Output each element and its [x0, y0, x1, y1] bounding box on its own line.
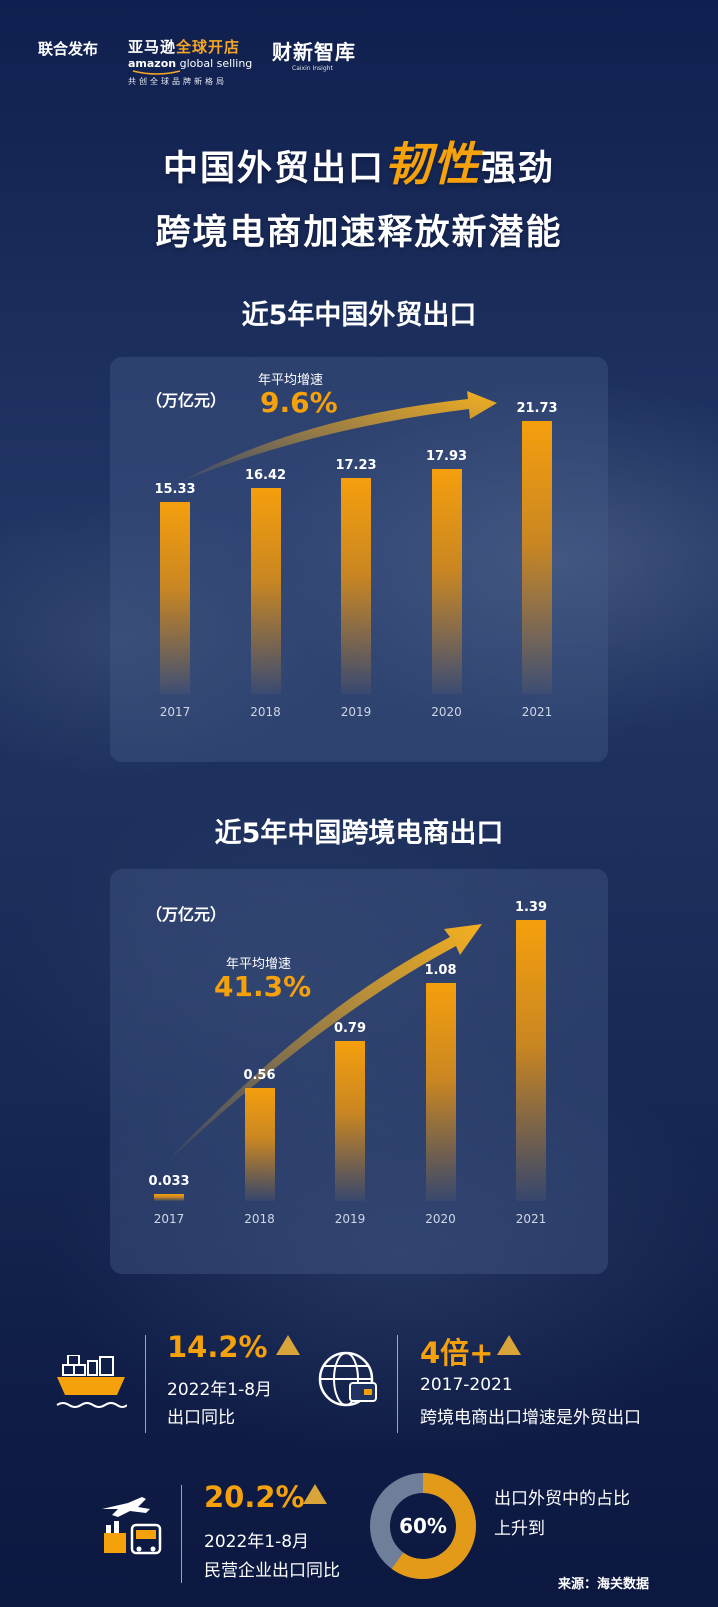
chart1-growth-arrow-icon: [180, 391, 497, 482]
value-label-2018: 0.56: [243, 1067, 276, 1083]
value-label-2021: 21.73: [516, 401, 558, 417]
year-label-2017: 2017: [159, 705, 191, 719]
year-label-2019: 2019: [334, 1212, 366, 1226]
value-label-2020: 1.08: [424, 962, 457, 978]
section2-title: 近5年中国跨境电商出口: [214, 818, 504, 849]
chart2-unit: （万亿元）: [146, 905, 227, 924]
chart1-growth-value: 9.6%: [260, 386, 338, 419]
stat3-value: 20.2%: [204, 1480, 305, 1514]
donut-percent-label: 60%: [399, 1514, 447, 1538]
value-label-2017: 15.33: [154, 481, 196, 497]
year-label-2017: 2017: [153, 1212, 185, 1226]
chart2-panel: （万亿元） 年平均增速 41.3% 0.033 2017 0.56 2018 0.79 2…: [110, 869, 608, 1274]
donut-share-arc: [370, 1473, 476, 1579]
caixin-logo-en: Caixin Insight: [292, 65, 333, 72]
value-label-2019: 17.23: [335, 457, 377, 473]
stat2-line1: 2017-2021: [420, 1375, 513, 1395]
year-label-2018: 2018: [244, 1212, 275, 1226]
value-label-2019: 0.79: [333, 1021, 367, 1037]
stat4-line2: 上升到: [494, 1519, 545, 1539]
share-donut-chart: 60%: [370, 1473, 476, 1579]
year-label-2018: 2018: [250, 705, 281, 719]
stat2-divider: [397, 1335, 398, 1433]
amazon-smile-icon: [132, 70, 181, 75]
year-label-2020: 2020: [431, 705, 462, 719]
chart2-growth-label: 年平均增速: [226, 957, 292, 972]
year-label-2020: 2020: [425, 1212, 456, 1226]
year-label-2021: 2021: [521, 705, 553, 719]
stat1-line2: 出口同比: [167, 1408, 235, 1428]
stat2-line2: 跨境电商出口增速是外贸出口: [420, 1408, 641, 1428]
logistics-icon: [98, 1495, 166, 1563]
value-label-2020: 17.93: [425, 448, 468, 464]
stat3-line2: 民营企业出口同比: [204, 1561, 340, 1581]
chart1-growth-label: 年平均增速: [258, 373, 324, 388]
stat1-line1: 2022年1-8月: [167, 1380, 273, 1400]
value-label-2021: 1.39: [514, 900, 548, 916]
caixin-logo: 财新智库 Caixin Insight: [272, 36, 356, 72]
stat4-line1: 出口外贸中的占比: [494, 1489, 630, 1509]
stat3-divider: [181, 1485, 182, 1583]
globe-wallet-icon: [316, 1349, 382, 1419]
cargo-ship-icon: [55, 1354, 128, 1417]
bar-2019: [335, 1041, 365, 1201]
stat1-value: 14.2%: [167, 1330, 268, 1364]
bar-2019: [341, 477, 371, 694]
amazon-logo: 亚马逊全球开店 amazon global selling 共创全球品牌新格局: [128, 36, 253, 87]
source-note: 来源：海关数据: [558, 1577, 650, 1592]
chart2-growth-arrow-icon: [165, 924, 482, 1164]
chart1-unit: （万亿元）: [146, 391, 227, 410]
stat1-up-triangle-icon: [276, 1335, 300, 1355]
bar-2017: [160, 501, 190, 694]
stat2-up-triangle-icon: [497, 1335, 521, 1355]
bar-2021: [522, 421, 552, 694]
amazon-slogan: 共创全球品牌新格局: [128, 77, 227, 86]
amazon-logo-en: amazon global selling: [128, 57, 253, 70]
stat1-divider: [145, 1335, 146, 1433]
value-label-2018: 16.42: [244, 467, 287, 483]
bar-2017: [154, 1194, 184, 1201]
bar-2018: [244, 1087, 275, 1201]
copublish-label: 联合发布: [38, 40, 99, 58]
caixin-logo-cn: 财新智库: [272, 40, 356, 64]
bar-2021: [516, 920, 546, 1201]
chart2-growth-value: 41.3%: [214, 970, 312, 1003]
main-title-line1: 中国外贸出口韧性强劲: [162, 137, 556, 191]
stat3-up-triangle-icon: [303, 1484, 327, 1504]
chart1-panel: （万亿元） 年平均增速 9.6% 15.33 2017 16.42 2018 17.23…: [110, 357, 608, 762]
year-label-2019: 2019: [340, 705, 372, 719]
year-label-2021: 2021: [515, 1212, 547, 1226]
value-label-2017: 0.033: [148, 1174, 190, 1190]
amazon-logo-cn: 亚马逊全球开店: [128, 38, 241, 56]
bar-2018: [250, 487, 281, 694]
stat3-line1: 2022年1-8月: [204, 1532, 310, 1552]
stat2-value: 4倍+: [420, 1336, 494, 1370]
section1-title: 近5年中国外贸出口: [241, 300, 477, 331]
bar-2020: [425, 982, 456, 1201]
main-title-line2: 跨境电商加速释放新潜能: [155, 213, 563, 253]
bar-2020: [431, 468, 462, 694]
